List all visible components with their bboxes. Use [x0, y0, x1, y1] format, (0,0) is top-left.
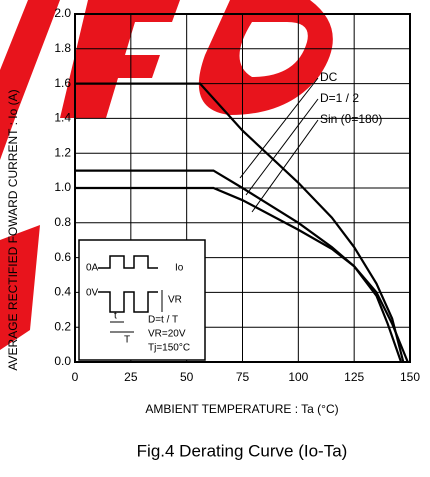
x-tick-label: 75 [236, 370, 250, 384]
x-tick-label: 25 [124, 370, 138, 384]
series-line [75, 169, 409, 363]
inset-box [78, 239, 206, 361]
x-tick-label: 150 [400, 370, 420, 384]
series-line [75, 186, 403, 363]
watermark-o [198, 0, 333, 115]
x-tick-label: 0 [72, 370, 79, 384]
inset-text: VR=20V [148, 329, 186, 340]
legend-label: Sin (θ=180) [320, 112, 382, 126]
dimension-lines [110, 290, 163, 333]
y-tick-label: 0.2 [54, 319, 71, 333]
leader-line [239, 77, 319, 179]
series-line [75, 82, 405, 363]
y-tick-label: 0.6 [54, 250, 71, 264]
watermark [0, 0, 333, 350]
voltage-wave [98, 291, 158, 313]
legend-label: DC [320, 70, 338, 84]
y-tick-label: 0.0 [54, 354, 71, 368]
watermark-stroke [0, 0, 60, 160]
leader-line [251, 119, 319, 213]
inset-text: VR [168, 295, 182, 306]
x-tick-label: 125 [344, 370, 364, 384]
y-tick-label: 2.0 [54, 6, 71, 20]
current-wave [98, 255, 158, 269]
watermark-stroke [0, 225, 40, 350]
x-axis-title: AMBIENT TEMPERATURE : Ta (°C) [145, 402, 338, 416]
y-tick-label: 1.2 [54, 145, 71, 159]
inset-text: D=t / T [148, 315, 178, 326]
legend-label: D=1 / 2 [320, 91, 359, 105]
inset-text: 0V [86, 288, 99, 299]
y-tick-label: 1.4 [54, 111, 71, 125]
y-axis-title: AVERAGE RECTIFIED FOWARD CURRENT : Io (A… [6, 89, 20, 370]
inset-text: t [114, 311, 117, 322]
inset: 0A Io 0V VR D=t / T VR=20V Tj=150°C t T [78, 239, 206, 361]
inset-text: 0A [86, 263, 99, 274]
caption: Fig.4 Derating Curve (Io-Ta) [137, 441, 348, 460]
y-tick-label: 1.8 [54, 41, 71, 55]
y-tick-label: 1.6 [54, 76, 71, 90]
leader-line [245, 98, 319, 196]
inset-text: Tj=150°C [148, 343, 190, 354]
watermark-e [60, 0, 180, 118]
x-tick-label: 50 [180, 370, 194, 384]
y-tick-label: 0.4 [54, 285, 71, 299]
y-tick-label: 0.8 [54, 215, 71, 229]
x-tick-label: 100 [288, 370, 308, 384]
inset-text: T [124, 335, 130, 346]
inset-text: Io [175, 263, 184, 274]
y-tick-label: 1.0 [54, 180, 71, 194]
